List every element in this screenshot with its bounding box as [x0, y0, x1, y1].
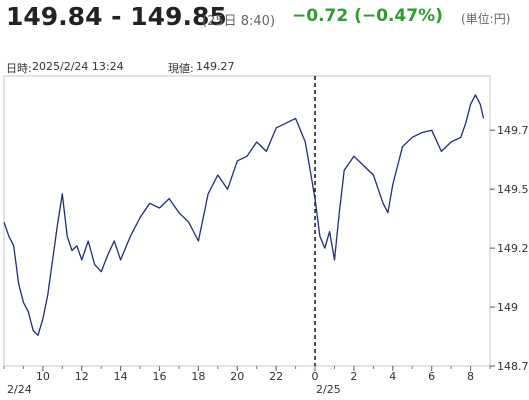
- datetime-value: 2025/2/24 13:24: [32, 60, 124, 73]
- date-label: 2/24: [7, 383, 32, 396]
- y-tick-label: 149: [497, 301, 518, 314]
- price-series-line: [3, 94, 485, 336]
- y-tick-label: 149.75: [497, 124, 529, 137]
- x-tick-label: 0: [312, 370, 319, 383]
- price-change: −0.72 (−0.47%): [292, 6, 443, 26]
- quote-timestamp: (25日 8:40): [202, 14, 276, 29]
- x-tick-label: 4: [389, 370, 396, 383]
- x-tick-label: 16: [153, 370, 167, 383]
- x-tick-label: 2: [350, 370, 357, 383]
- x-tick-label: 14: [114, 370, 128, 383]
- x-tick-label: 22: [269, 370, 283, 383]
- price-value: 149.27: [196, 60, 235, 73]
- plot-area: [3, 75, 491, 367]
- quote-header: 149.84 - 149.85 (25日 8:40) −0.72 (−0.47%…: [6, 2, 526, 36]
- x-tick-label: 10: [36, 370, 50, 383]
- y-tick-label: 148.75: [497, 360, 529, 373]
- y-tick-label: 149.5: [497, 183, 529, 196]
- x-tick-label: 6: [428, 370, 435, 383]
- x-tick-label: 20: [230, 370, 244, 383]
- bid-ask-price: 149.84 - 149.85: [6, 2, 227, 31]
- unit-label: (単位:円): [461, 12, 511, 26]
- price-label: 現値:: [168, 62, 194, 75]
- datetime-label: 日時:: [6, 62, 32, 75]
- y-tick-label: 149.25: [497, 242, 529, 255]
- x-tick-label: 18: [191, 370, 205, 383]
- x-tick-label: 8: [467, 370, 474, 383]
- x-tick-label: 12: [75, 370, 89, 383]
- date-label: 2/25: [316, 383, 341, 396]
